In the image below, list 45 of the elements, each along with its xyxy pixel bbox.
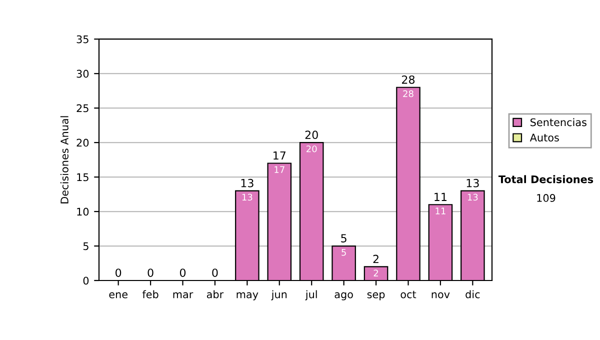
y-tick-label: 10 [77, 208, 89, 216]
x-tick-label: jun [271, 290, 287, 300]
total-label: 0 [116, 268, 122, 277]
total-label: 11 [434, 192, 446, 201]
x-tick-label: ago [334, 292, 353, 300]
x-tick-label: sep [367, 292, 385, 300]
x-tick-label: jul [305, 290, 317, 300]
x-tick-label: oct [400, 290, 416, 298]
x-tick-label: nov [432, 292, 450, 298]
text: Total Decisiones [498, 175, 594, 184]
y-axis-title: Decisiones Anual [60, 116, 68, 204]
data-label: 5 [342, 249, 346, 256]
data-label: 28 [403, 90, 414, 98]
y-tick-label: 5 [83, 242, 88, 250]
total-label: 2 [373, 254, 378, 264]
total-label: 28 [402, 75, 415, 84]
x-tick-label: dic [466, 290, 480, 298]
y-tick-label: 35 [76, 35, 88, 44]
data-label: 17 [274, 166, 284, 173]
data-label: 13 [468, 194, 478, 201]
y-tick-label: 20 [76, 138, 89, 147]
total-label: 13 [241, 178, 254, 188]
total-label: 0 [180, 268, 186, 277]
y-tick-label: 0 [83, 276, 89, 285]
x-tick-label: may [236, 292, 258, 300]
data-label: 2 [374, 270, 378, 276]
y-tick-label: 25 [76, 104, 88, 112]
x-tick-label: mar [173, 292, 194, 298]
text: 109 [537, 194, 556, 202]
x-tick-label: ene [109, 292, 128, 298]
data-label: 20 [306, 145, 317, 152]
total-label: 0 [212, 268, 218, 277]
data-label: 11 [436, 208, 446, 214]
total-label: 0 [148, 268, 154, 277]
y-tick-label: 30 [76, 70, 89, 78]
total-label: 5 [341, 234, 346, 242]
x-tick-label: feb [142, 290, 158, 298]
x-tick-label: abr [206, 290, 224, 298]
y-tick-label: 15 [77, 173, 88, 182]
total-label: 13 [466, 178, 479, 188]
legend-label: Autos [530, 134, 559, 142]
data-label: 13 [242, 194, 252, 201]
total-label: 20 [305, 130, 318, 140]
legend-label: Sentencias [530, 118, 586, 126]
total-label: 17 [274, 151, 286, 160]
